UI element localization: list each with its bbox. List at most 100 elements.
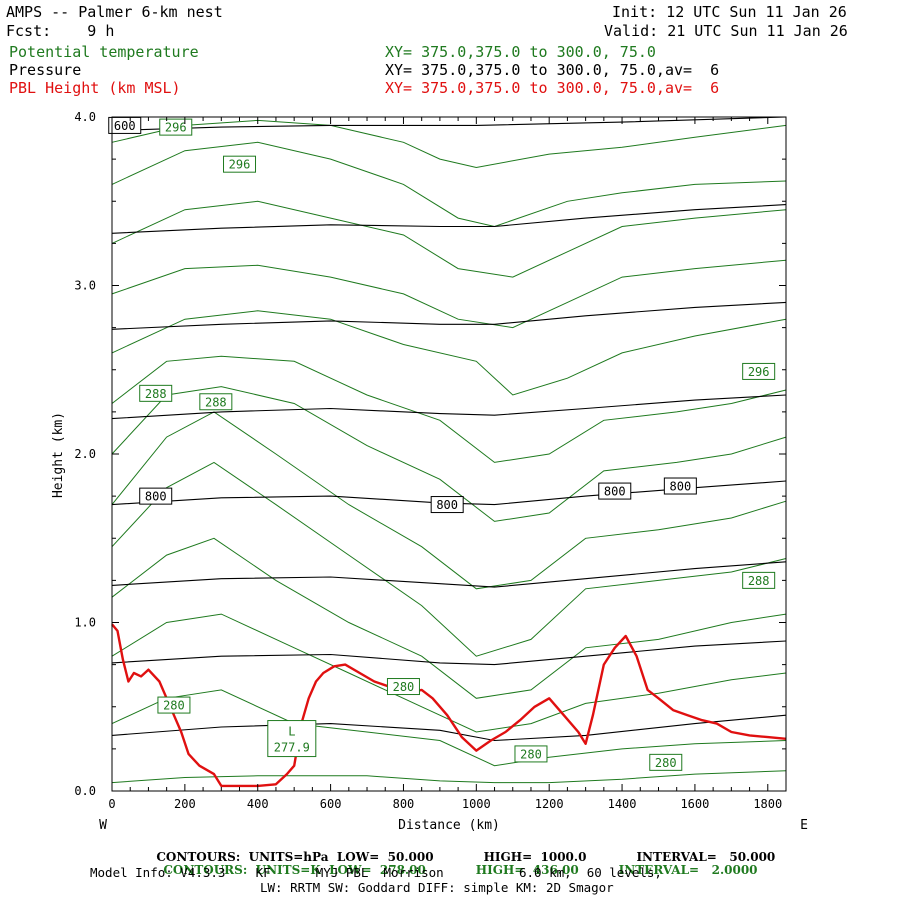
pressure-contour-750 (111, 394, 787, 420)
x-tick-label: 0 (108, 797, 115, 811)
x-tick-label: 600 (320, 797, 342, 811)
x-tick-label: 1600 (680, 797, 709, 811)
y-tick-label: 3.0 (74, 279, 96, 293)
contour-label-text: 800 (604, 485, 626, 499)
contour-label: 280 (514, 745, 548, 763)
footer-pressure-interval: INTERVAL= 50.000 (636, 850, 776, 864)
contour-label-text: 800 (436, 498, 458, 512)
contour-label: 296 (159, 118, 193, 136)
contour-label-box (742, 571, 776, 589)
x-axis-label: Distance (km) (398, 818, 500, 833)
contour-label-box (649, 753, 683, 771)
x-tick-label: 200 (174, 797, 196, 811)
footer-theta-contours: CONTOURS: UNITS=K LOW= 278.00 HIGH= 436.0… (155, 851, 758, 877)
theta-contour-line (111, 119, 787, 169)
contour-label-text: 280 (393, 680, 415, 694)
footer-pressure-contours: CONTOURS: UNITS=hPa LOW= 50.000 HIGH= 100… (148, 838, 775, 864)
theta-contour-line (111, 141, 787, 228)
contour-label: 800 (663, 477, 697, 495)
contour-label-box (598, 482, 632, 500)
footer-model-info: Model Info: V4.3.3 KF MYJ PBL Morrison 6… (90, 865, 662, 880)
contour-label-box (139, 487, 173, 505)
contour-label-box (223, 155, 257, 173)
footer-pressure-high: HIGH= 1000.0 (483, 850, 587, 864)
west-label: W (99, 818, 107, 833)
theta-contour-line (111, 386, 787, 522)
x-tick-label: 800 (393, 797, 415, 811)
contour-label-box (157, 696, 191, 714)
valid-time: Valid: 21 UTC Sun 11 Jan 26 (604, 22, 848, 40)
footer-theta-interval: INTERVAL= 2.0000 (618, 863, 758, 877)
x-tick-label: 1800 (753, 797, 782, 811)
contour-label: 800 (139, 487, 173, 505)
legend-theta-xy: XY= 375.0,375.0 to 300.0, 75.0 (385, 43, 656, 61)
contour-label: 600 (108, 116, 142, 134)
theta-contour-line (111, 310, 787, 396)
contour-label-box (514, 745, 548, 763)
legend-pressure-xy: XY= 375.0,375.0 to 300.0, 75.0,av= 6 (385, 61, 720, 79)
theta-contour-line (111, 770, 787, 784)
contour-label-text: 600 (114, 119, 136, 133)
contour-label-text: 288 (145, 387, 167, 401)
contour-label-box (199, 393, 233, 411)
contour-label-text: 800 (145, 490, 167, 504)
theta-contours (111, 119, 787, 784)
contour-label-text: 296 (229, 158, 251, 172)
theta-contour-line (111, 411, 787, 590)
contour-label-text: 280 (520, 747, 542, 761)
axes: 0 200 400 600 800 1000 1200 1400 1600 1800 0.0 1.0 2… (74, 110, 787, 811)
footer-physics: LW: RRTM SW: Goddard DIFF: simple KM: 2D… (260, 880, 614, 895)
contour-label-text: 296 (748, 365, 770, 379)
contour-label: 288 (742, 571, 776, 589)
y-tick-label: 2.0 (74, 447, 96, 461)
low-marker-value: 277.9 (274, 741, 310, 755)
contour-label-text: 288 (205, 395, 227, 409)
pressure-contour-650 (111, 204, 787, 234)
theta-contour-line (111, 355, 787, 463)
y-tick-label: 4.0 (74, 110, 96, 124)
contour-label: 800 (598, 482, 632, 500)
plot-frame (111, 116, 787, 792)
contour-label-box (742, 362, 776, 380)
pressure-contour-600 (111, 116, 787, 132)
x-tick-label: 1400 (608, 797, 637, 811)
theta-contour-line (111, 537, 787, 699)
theta-contour-line (111, 689, 787, 767)
contour-label-box (386, 678, 420, 696)
x-tick-label: 1000 (462, 797, 491, 811)
contour-label: 280 (649, 753, 683, 771)
contour-label: 280 (157, 696, 191, 714)
theta-contour-line (111, 259, 787, 329)
contour-label-text: 280 (655, 756, 677, 770)
x-tick-label: 1200 (535, 797, 564, 811)
east-label: E (800, 818, 808, 833)
contour-label-text: 296 (165, 121, 187, 135)
low-marker-box (267, 720, 317, 758)
low-marker: L 277.9 (267, 720, 317, 758)
forecast-hour: Fcst: 9 h (6, 22, 115, 40)
contour-label: 288 (199, 393, 233, 411)
contour-label: 800 (430, 496, 464, 514)
low-marker-letter: L (288, 725, 295, 739)
pressure-contour-950 (111, 714, 787, 742)
contour-label: 296 (223, 155, 257, 173)
footer-pressure-prefix: CONTOURS: UNITS=hPa LOW= 50.000 (156, 850, 434, 864)
theta-contour-line (111, 461, 787, 657)
theta-contour-line (111, 200, 787, 278)
contour-labels: 600 296 296 296 288 288 288 800 800 800 800 280 280 2… (108, 116, 776, 771)
pressure-contours (111, 116, 787, 742)
chart-title: AMPS -- Palmer 6-km nest (6, 3, 223, 21)
contour-label: 296 (742, 362, 776, 380)
contour-label-box (139, 384, 173, 402)
y-tick-label: 0.0 (74, 784, 96, 798)
contour-label-text: 288 (748, 574, 770, 588)
contour-label-box (663, 477, 697, 495)
contour-label: 288 (139, 384, 173, 402)
pressure-contour-900 (111, 640, 787, 666)
footer-theta-high: HIGH= 436.00 (475, 863, 579, 877)
legend-pbl-xy: XY= 375.0,375.0 to 300.0, 75.0,av= 6 (385, 79, 720, 97)
contour-label: 280 (386, 678, 420, 696)
contour-label-box (430, 496, 464, 514)
x-tick-label: 400 (247, 797, 269, 811)
